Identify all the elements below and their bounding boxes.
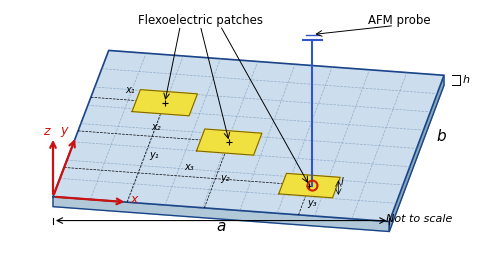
Polygon shape xyxy=(196,129,262,155)
Text: Not to scale: Not to scale xyxy=(386,214,452,224)
Text: z: z xyxy=(43,125,50,138)
Text: y₂: y₂ xyxy=(220,173,230,183)
Polygon shape xyxy=(278,173,340,198)
Polygon shape xyxy=(53,50,444,222)
Text: l: l xyxy=(340,177,343,187)
Polygon shape xyxy=(390,75,444,231)
Polygon shape xyxy=(132,90,198,116)
Text: h: h xyxy=(463,75,470,85)
Text: x: x xyxy=(130,193,138,206)
Text: x₁: x₁ xyxy=(125,85,134,95)
Text: y: y xyxy=(60,124,68,137)
Text: y₃: y₃ xyxy=(307,198,317,208)
Text: x₃: x₃ xyxy=(184,162,194,172)
Text: AFM probe: AFM probe xyxy=(368,14,430,27)
Text: y₁: y₁ xyxy=(149,150,158,160)
Text: a: a xyxy=(216,218,226,234)
Polygon shape xyxy=(53,197,390,231)
Text: Flexoelectric patches: Flexoelectric patches xyxy=(138,14,263,27)
Text: b: b xyxy=(436,129,446,144)
Text: x₂: x₂ xyxy=(151,122,160,131)
